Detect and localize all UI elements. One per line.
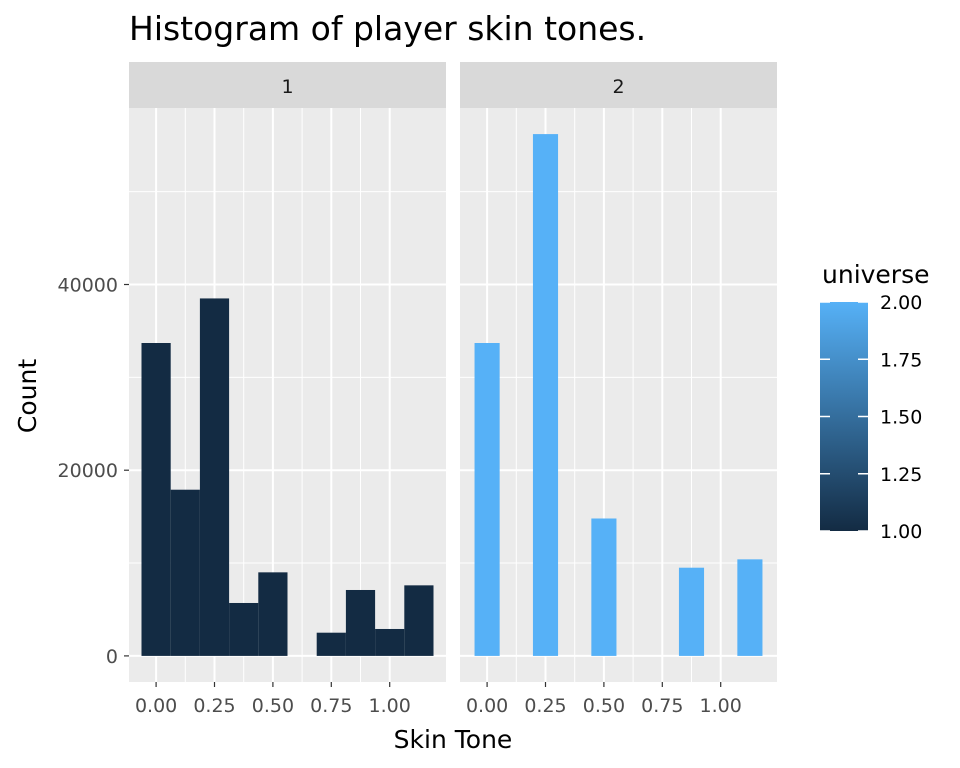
x-axes: 0.00 0.25 0.50 0.75 1.00 0.00 0.25 0.50 0.75 1.00 (135, 682, 742, 717)
facet-strip-label: 2 (612, 76, 624, 98)
facet-panel-2: 2 (460, 62, 777, 682)
histogram-bar (345, 589, 376, 656)
x-tick-label: 0.75 (641, 695, 683, 717)
y-tick-label: 40000 (58, 275, 118, 297)
histogram-bar (591, 518, 617, 656)
legend-tick-label: 1.75 (880, 349, 922, 371)
x-tick-label: 1.00 (700, 695, 742, 717)
facet-panel-1: 1 (129, 62, 446, 682)
y-axis-label: Count (13, 359, 42, 433)
y-tick-label: 20000 (58, 460, 118, 482)
chart-title: Histogram of player skin tones. (129, 9, 646, 48)
legend-tick-label: 1.25 (880, 464, 922, 486)
histogram-bar (737, 559, 763, 656)
x-axis-label: Skin Tone (394, 725, 513, 754)
x-tick-label: 0.25 (524, 695, 566, 717)
histogram-bar (141, 343, 171, 656)
x-tick-label: 0.50 (583, 695, 625, 717)
legend: universe 1.00 1.25 1.50 1.75 2.00 (820, 260, 930, 543)
panel-background (460, 108, 777, 682)
facet-strip (460, 62, 777, 108)
legend-tick-label: 1.00 (880, 521, 922, 543)
legend-tick-label: 2.00 (880, 292, 922, 314)
x-tick-label: 0.25 (193, 695, 235, 717)
histogram-bar (532, 134, 559, 656)
histogram-bar (474, 343, 500, 656)
y-tick-label: 0 (106, 646, 118, 668)
histogram-bar (404, 585, 434, 656)
legend-title: universe (822, 260, 930, 289)
x-tick-label: 0.00 (466, 695, 508, 717)
histogram-bar (258, 572, 288, 656)
x-tick-label: 1.00 (369, 695, 411, 717)
legend-tick-label: 1.50 (880, 407, 922, 429)
histogram-bar (678, 567, 705, 656)
histogram-bar (316, 632, 346, 656)
x-tick-label: 0.50 (252, 695, 294, 717)
histogram-bar (229, 602, 259, 656)
x-tick-label: 0.00 (135, 695, 177, 717)
histogram-bar (375, 628, 405, 656)
y-axis: 0 20000 40000 (58, 275, 129, 668)
histogram-bar (170, 489, 200, 656)
facet-strip (129, 62, 446, 108)
legend-ticks: 1.00 1.25 1.50 1.75 2.00 (820, 292, 922, 543)
x-tick-label: 0.75 (310, 695, 352, 717)
histogram-bar (199, 298, 230, 656)
facet-strip-label: 1 (281, 76, 293, 98)
